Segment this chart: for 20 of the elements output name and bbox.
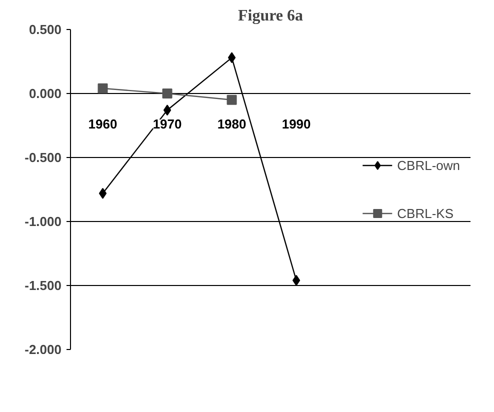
x-tick-label: 1990 xyxy=(282,116,311,132)
legend-label: CBRL-KS xyxy=(397,206,454,220)
chart-title: Figure 6a xyxy=(238,8,304,24)
point xyxy=(163,104,172,116)
point xyxy=(98,83,108,94)
y-tick-label: 0.500 xyxy=(28,22,62,37)
x-tick-label: 1970 xyxy=(152,116,182,132)
point xyxy=(162,88,172,98)
point xyxy=(226,94,237,105)
y-tick-label: -1.000 xyxy=(24,214,62,229)
y-tick-label: 0.000 xyxy=(28,86,62,101)
legend-label: CBRL-own xyxy=(397,158,460,172)
point xyxy=(292,274,300,286)
x-tick-label: 1980 xyxy=(217,116,246,132)
y-tick-label: -2.000 xyxy=(24,342,62,357)
y-tick-label: -0.500 xyxy=(24,150,62,165)
x-tick-label: 1960 xyxy=(88,116,118,132)
point xyxy=(98,188,107,199)
point xyxy=(228,52,236,64)
y-tick-label: -1.500 xyxy=(24,278,62,293)
